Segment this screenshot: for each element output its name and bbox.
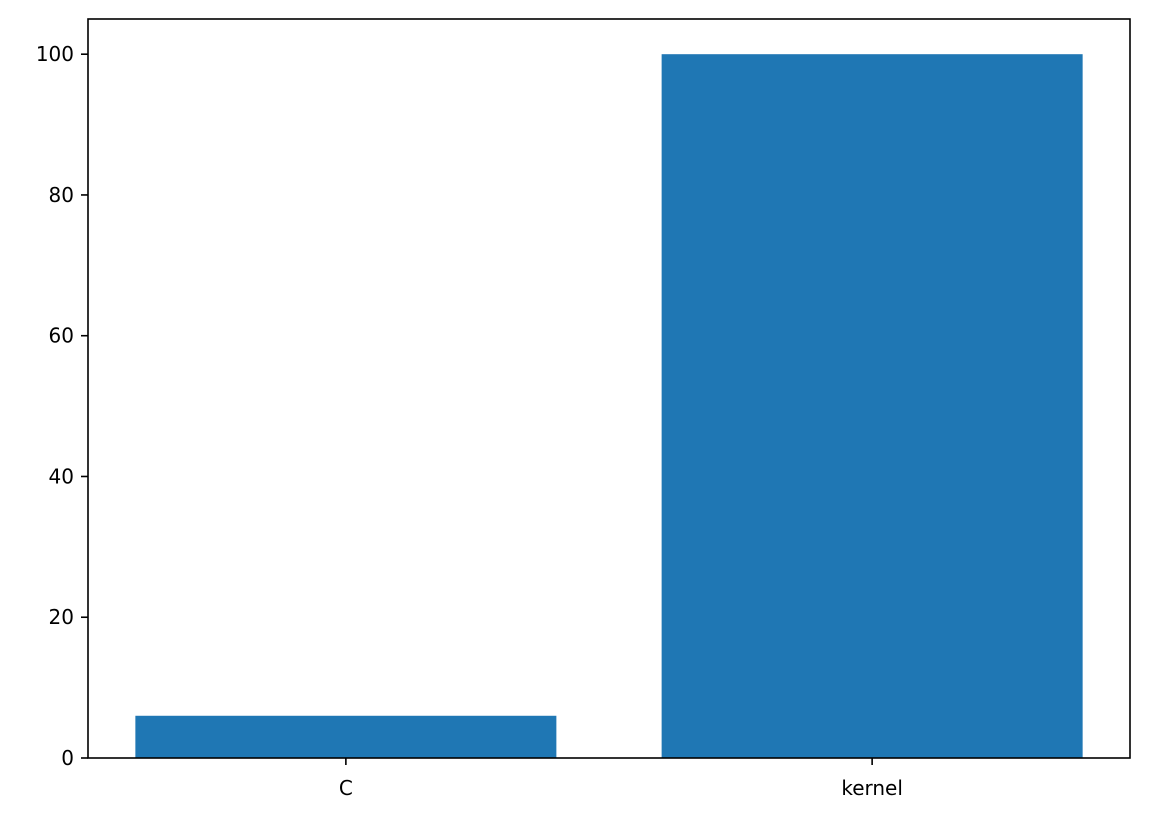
- plot-frame: [87, 18, 1131, 759]
- y-tick-label: 40: [49, 464, 74, 488]
- y-tick-label: 80: [49, 183, 74, 207]
- y-tick-label: 20: [49, 605, 74, 629]
- y-tick-label: 100: [36, 42, 74, 66]
- y-tick-label: 60: [49, 324, 74, 348]
- x-tick-label: kernel: [841, 776, 903, 800]
- bar-kernel: [661, 54, 1083, 758]
- x-tick-label: C: [339, 776, 353, 800]
- bar-c: [135, 715, 557, 758]
- y-axis: 0 20 40 60 80 100: [36, 42, 88, 770]
- bars-group: [135, 54, 1083, 758]
- y-tick-label: 0: [61, 746, 74, 770]
